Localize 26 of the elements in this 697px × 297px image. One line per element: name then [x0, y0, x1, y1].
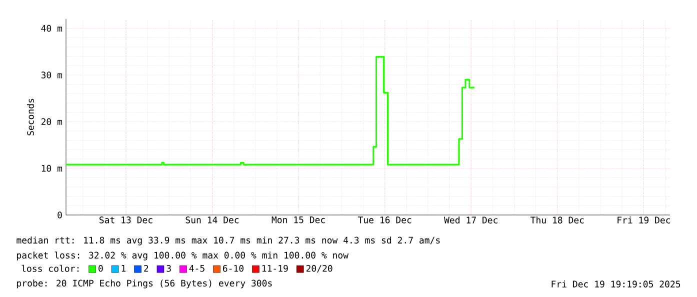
- legend-label: 20/20: [306, 264, 332, 273]
- y-tick-label: 30 m: [41, 72, 62, 78]
- x-tick-label: Fri 19 Dec: [618, 216, 670, 224]
- legend-label: 1: [122, 265, 126, 272]
- legend-label: 11-19: [262, 264, 288, 272]
- y-tick-label: 0: [58, 212, 62, 218]
- text: Fri Dec 19 19:19:05 2025: [552, 280, 680, 288]
- x-tick-label: Sun 14 Dec: [186, 216, 239, 224]
- x-tick-label: Thu 18 Dec: [530, 216, 584, 224]
- y-tick-label: 20 m: [41, 118, 62, 126]
- legend-label: 0: [98, 264, 103, 272]
- x-tick-label: Mon 15 Dec: [272, 216, 325, 224]
- y-tick-label: 10 m: [42, 164, 62, 172]
- legend-label: 6-10: [222, 264, 244, 272]
- x-tick-label: Wed 17 Dec: [444, 216, 498, 224]
- legend-label: 3: [166, 264, 171, 272]
- y-axis-title: Seconds: [26, 98, 34, 136]
- legend-label: 4-5: [189, 265, 204, 272]
- text: median rtt: 11.8 ms avg 33.9 ms max 10.7 ms min 27.3 ms now 4.3 ms sd 2.7 am/s: [16, 236, 440, 246]
- text: probe: 20 ICMP Echo Pings (56 Bytes) every 300s: [17, 280, 272, 288]
- x-tick-label: Sat 13 Dec: [100, 216, 152, 224]
- text: packet loss: 32.02 % avg 100.00 % max 0.00 % min 100.00 % now: [17, 252, 349, 260]
- legend-label: 2: [144, 264, 148, 272]
- y-tick-label: 40 m: [41, 24, 62, 32]
- legend-title: loss color:: [22, 264, 79, 272]
- x-tick-label: Tue 16 Dec: [358, 216, 412, 224]
